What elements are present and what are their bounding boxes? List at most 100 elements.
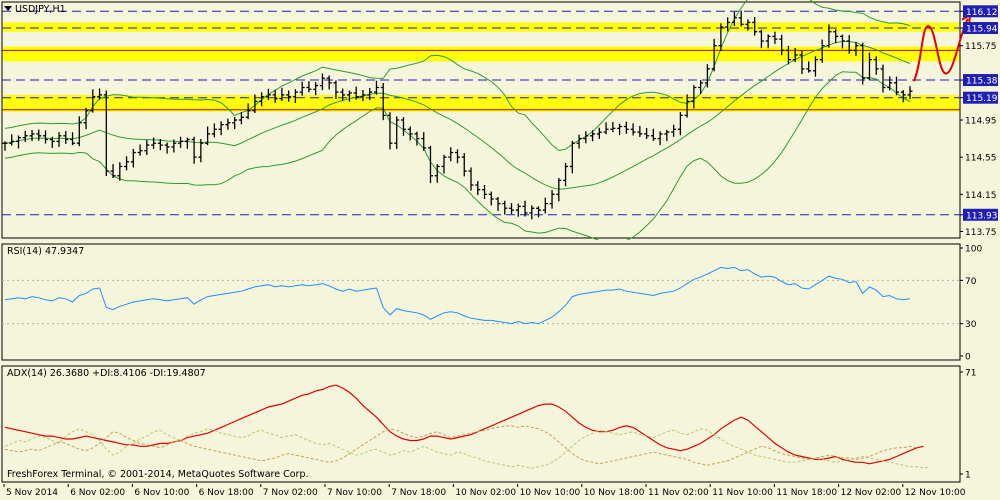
price-bar — [866, 52, 872, 81]
price-bar — [522, 200, 528, 217]
zone-0 — [3, 22, 959, 32]
price-bar — [326, 75, 332, 90]
rsi-line — [4, 266, 911, 325]
price-bar — [590, 130, 596, 142]
price-bar — [799, 50, 805, 75]
price-bar — [569, 140, 575, 174]
price-bar — [272, 89, 278, 103]
price-bar — [144, 140, 150, 155]
price-bar — [839, 34, 845, 49]
price-tag-label: 116.12 — [966, 8, 998, 18]
price-bar — [313, 82, 319, 96]
time-tick-label: 12 Nov 02:00 — [841, 488, 902, 498]
price-bar — [711, 38, 717, 72]
price-bar — [70, 132, 76, 146]
price-bar — [400, 117, 406, 136]
price-tag-bg — [963, 74, 998, 87]
price-bar — [56, 132, 62, 147]
price-bar — [9, 134, 15, 146]
price-bar — [137, 144, 143, 156]
price-bar — [785, 45, 791, 65]
price-tag-label: 113.93 — [966, 211, 998, 221]
price-bar — [509, 203, 515, 215]
price-bar — [259, 92, 265, 107]
price-bar — [448, 147, 454, 162]
price-tag-label: 115.94 — [966, 25, 998, 35]
price-bar — [846, 35, 852, 54]
price-bar — [130, 148, 136, 168]
adx-line — [4, 384, 924, 465]
price-bar — [725, 17, 731, 32]
price-bar — [299, 81, 305, 96]
price-bar — [468, 167, 474, 191]
price-bar — [151, 137, 157, 149]
price-bar — [779, 34, 785, 56]
price-bar — [63, 130, 69, 144]
price-bar — [745, 19, 751, 31]
price-bar — [184, 137, 190, 149]
price-bar — [2, 141, 8, 151]
price-tag-bg — [963, 22, 998, 35]
time-tick-label: 11 Nov 10:00 — [712, 488, 773, 498]
price-bar — [205, 126, 211, 146]
price-bar — [124, 156, 130, 171]
price-bar — [617, 123, 623, 136]
time-tick-label: 10 Nov 02:00 — [455, 488, 516, 498]
price-bar — [752, 17, 758, 36]
price-bar — [819, 39, 825, 63]
price-bar — [536, 206, 542, 218]
price-bar — [833, 29, 839, 44]
price-bar — [265, 88, 271, 100]
price-bar — [671, 124, 677, 137]
price-bar — [333, 80, 339, 99]
adx-chart[interactable]: 71 1 — [0, 364, 1000, 484]
price-bar — [704, 64, 710, 88]
price-bar — [238, 112, 244, 125]
price-bar — [576, 134, 582, 149]
price-bar — [232, 117, 238, 130]
price-bar — [22, 130, 28, 142]
symbol-menu-arrow-icon[interactable] — [4, 6, 12, 11]
zone-2 — [3, 94, 959, 112]
price-bar — [650, 128, 656, 141]
price-bar — [387, 112, 393, 150]
price-tag-label: 115.19 — [966, 94, 998, 104]
rsi-tick-label: 100 — [965, 245, 982, 255]
price-bar — [664, 129, 670, 142]
price-bar — [860, 42, 866, 85]
price-bar — [414, 131, 420, 146]
price-bar — [76, 116, 82, 147]
price-tick-label: 114.15 — [965, 191, 997, 201]
price-bar — [29, 129, 35, 142]
price-bar — [718, 23, 724, 52]
price-bar — [603, 122, 609, 135]
price-bar — [907, 86, 913, 100]
price-bar — [610, 121, 616, 133]
bollinger-middle — [4, 40, 911, 190]
price-tag-bg — [963, 91, 998, 104]
time-tick-label: 7 Nov 10:00 — [327, 488, 382, 498]
adx-plot-border — [1, 365, 961, 483]
copyright-text: FreshForex Terminal, © 2001-2014, MetaQu… — [7, 469, 309, 480]
time-tick-label: 6 Nov 18:00 — [199, 488, 254, 498]
price-bar — [421, 132, 427, 151]
price-bar — [90, 89, 96, 113]
price-bar — [292, 89, 298, 104]
price-bar — [340, 88, 346, 101]
price-bar — [630, 123, 636, 136]
price-bar — [110, 164, 116, 179]
price-bar — [806, 61, 812, 73]
price-bar — [731, 11, 737, 26]
price-bar — [549, 190, 555, 209]
adx-title: ADX(14) 26.3680 +DI:8.4106 -DI:19.4807 — [7, 368, 206, 379]
price-tick-label: 114.55 — [965, 154, 997, 164]
adx-tick-label: 1 — [965, 471, 971, 481]
price-bar — [225, 118, 231, 130]
price-chart[interactable]: 116.12 115.94 115.75 115.38 115.19 114.95 114.… — [0, 0, 1000, 240]
rsi-chart[interactable]: 100 70 30 0 — [0, 242, 1000, 362]
price-bar — [637, 125, 643, 138]
price-bar — [691, 85, 697, 109]
price-bar — [583, 131, 589, 144]
price-bar — [191, 136, 197, 164]
